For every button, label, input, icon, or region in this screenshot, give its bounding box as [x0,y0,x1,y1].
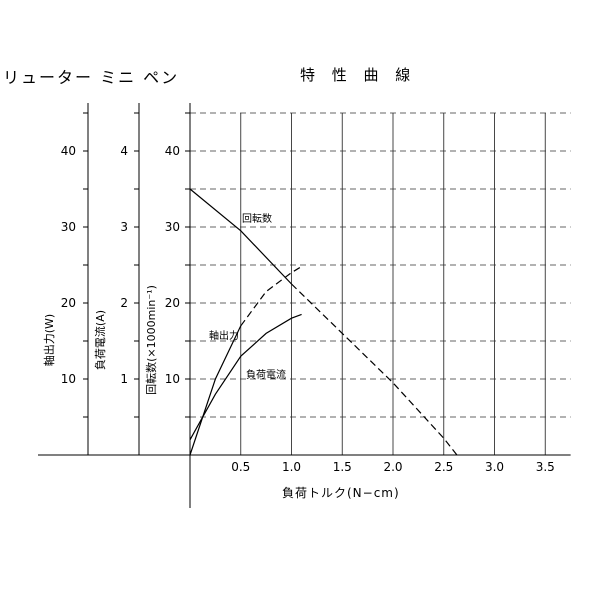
y-tick-label: 2 [120,296,128,310]
y-tick-label: 3 [120,220,128,234]
y-tick-label: 4 [120,144,128,158]
y-tick-label: 10 [165,372,180,386]
axes: 10 20 30 40 軸出力(W) 1 2 3 4 負荷電流(A) 10 20 30 40 回転数(×10… [38,103,571,508]
y-tick-label: 10 [61,372,76,386]
series-line [189,313,302,441]
y-tick-label: 20 [165,296,180,310]
x-tick-label: 0.5 [231,460,250,474]
x-tick-label: 2.0 [383,460,402,474]
x-tick-label: 1.0 [282,460,301,474]
y-tick-label: 30 [165,220,180,234]
y-tick-label: 20 [61,296,76,310]
series-line-dashed [291,283,458,456]
series-line-dashed [240,265,302,327]
y-tick-label: 1 [120,372,128,386]
y-tick-label: 40 [165,144,180,158]
y-tick-label: 40 [61,144,76,158]
grid [190,112,571,455]
series-line [189,188,292,285]
series-line [189,325,242,456]
series-label: 負荷電流 [246,368,286,381]
x-tick-label: 1.5 [333,460,352,474]
x-tick-label: 3.5 [536,460,555,474]
y-tick-label: 30 [61,220,76,234]
x-tick-label: 2.5 [434,460,453,474]
y-axis-label: 回転数(×1000min⁻¹) [145,285,158,395]
labels: リューター ミニ ペン 特 性 曲 線 負荷トルク(N−cm) [3,66,416,500]
series-label: 軸出力 [209,329,239,342]
chart-title: 特 性 曲 線 [300,66,416,84]
y-axis-label: 負荷電流(A) [93,310,107,370]
x-axis-label: 負荷トルク(N−cm) [282,486,400,500]
y-axis-label: 軸出力(W) [42,314,56,366]
product-title: リューター ミニ ペン [3,68,179,87]
x-tick-label: 3.0 [485,460,504,474]
series-label: 回転数 [242,212,272,225]
